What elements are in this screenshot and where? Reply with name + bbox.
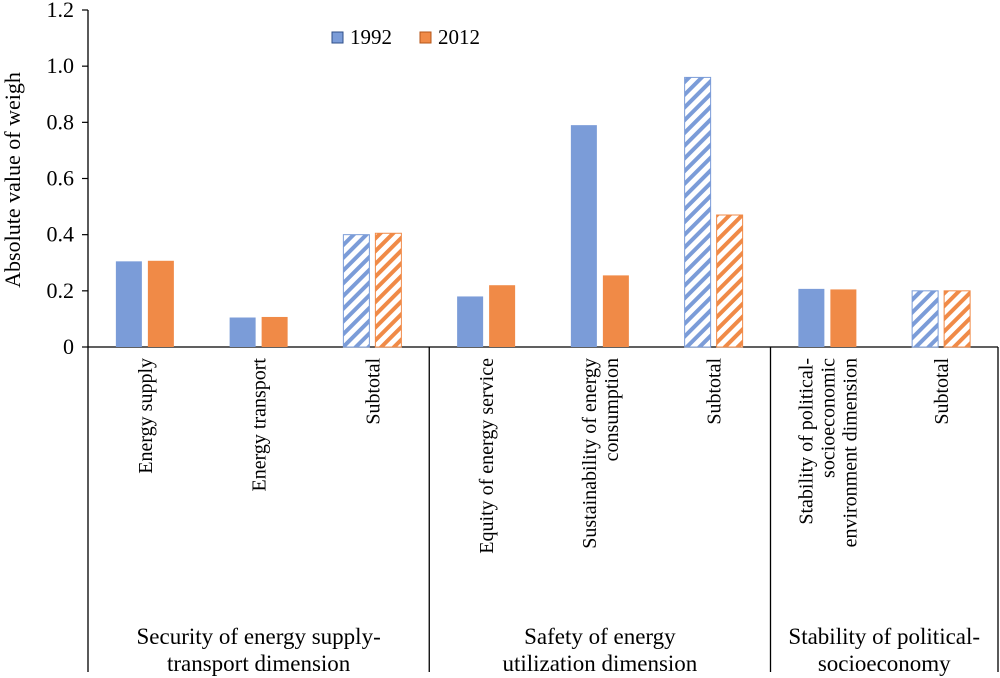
category-label-1: Energy supply	[135, 358, 157, 474]
y-axis-label: Absolute value of weigh	[0, 72, 25, 288]
y-tick-label: 0.8	[47, 109, 75, 134]
group-labels: Security of energy supply-transport dime…	[137, 347, 980, 676]
category-label-7: environment dimension	[839, 358, 861, 547]
bar-1992-6	[684, 76, 712, 348]
bars	[115, 76, 971, 348]
y-axis-ticks: 0 0.2 0.4 0.6 0.8 1.0 1.2	[47, 0, 88, 359]
group-label-1: transport dimension	[167, 651, 351, 676]
category-label-4: Equity of energy service	[476, 358, 498, 554]
category-label-3: Subtotal	[362, 358, 384, 425]
group-label-2: Safety of energy	[524, 624, 676, 649]
bar-1992-4	[457, 296, 484, 347]
bar-2012-1	[147, 260, 174, 347]
y-tick-label: 0.4	[47, 222, 75, 247]
group-label-3: Stability of political-	[788, 624, 980, 649]
bar-2012-6	[716, 214, 744, 348]
category-label-7: Stability of political-	[795, 358, 817, 525]
bar-2012-4	[489, 285, 516, 347]
bar-1992-5	[570, 125, 597, 348]
bar-1992-3	[342, 234, 370, 348]
category-label-2: Energy transport	[249, 358, 271, 492]
category-label-6: Subtotal	[704, 358, 726, 425]
bar-2012-2	[261, 316, 288, 347]
legend-label-2012: 2012	[438, 25, 480, 49]
bar-1992-2	[229, 317, 256, 347]
plot-frame	[87, 10, 999, 672]
y-tick-label: 0	[63, 334, 74, 359]
y-tick-label: 1.0	[47, 53, 75, 78]
legend-label-1992: 1992	[350, 25, 392, 49]
bar-1992-7	[798, 288, 825, 347]
group-label-2: utilization dimension	[502, 651, 697, 676]
bar-2012-8	[943, 290, 971, 348]
category-label-8: Subtotal	[931, 358, 953, 425]
group-label-3: socioeconomy	[818, 651, 951, 676]
bar-1992-8	[911, 290, 939, 348]
category-label-5: consumption	[601, 358, 623, 461]
category-labels: Energy supply Energy transport Subtotal Equ…	[135, 358, 953, 554]
bar-2012-3	[374, 232, 402, 348]
y-tick-label: 1.2	[47, 0, 75, 22]
bar-2012-5	[602, 275, 629, 347]
bar-1992-1	[115, 261, 142, 347]
legend-swatch-2012	[419, 31, 432, 44]
y-tick-label: 0.6	[47, 166, 75, 191]
group-label-1: Security of energy supply-	[137, 624, 381, 649]
y-tick-label: 0.2	[47, 278, 75, 303]
bar-2012-7	[830, 289, 857, 347]
category-label-5: Sustainability of energy	[579, 358, 601, 549]
legend-swatch-1992	[331, 31, 344, 44]
legend: 1992 2012	[331, 25, 480, 49]
category-label-7: socioeconomic	[817, 358, 839, 478]
